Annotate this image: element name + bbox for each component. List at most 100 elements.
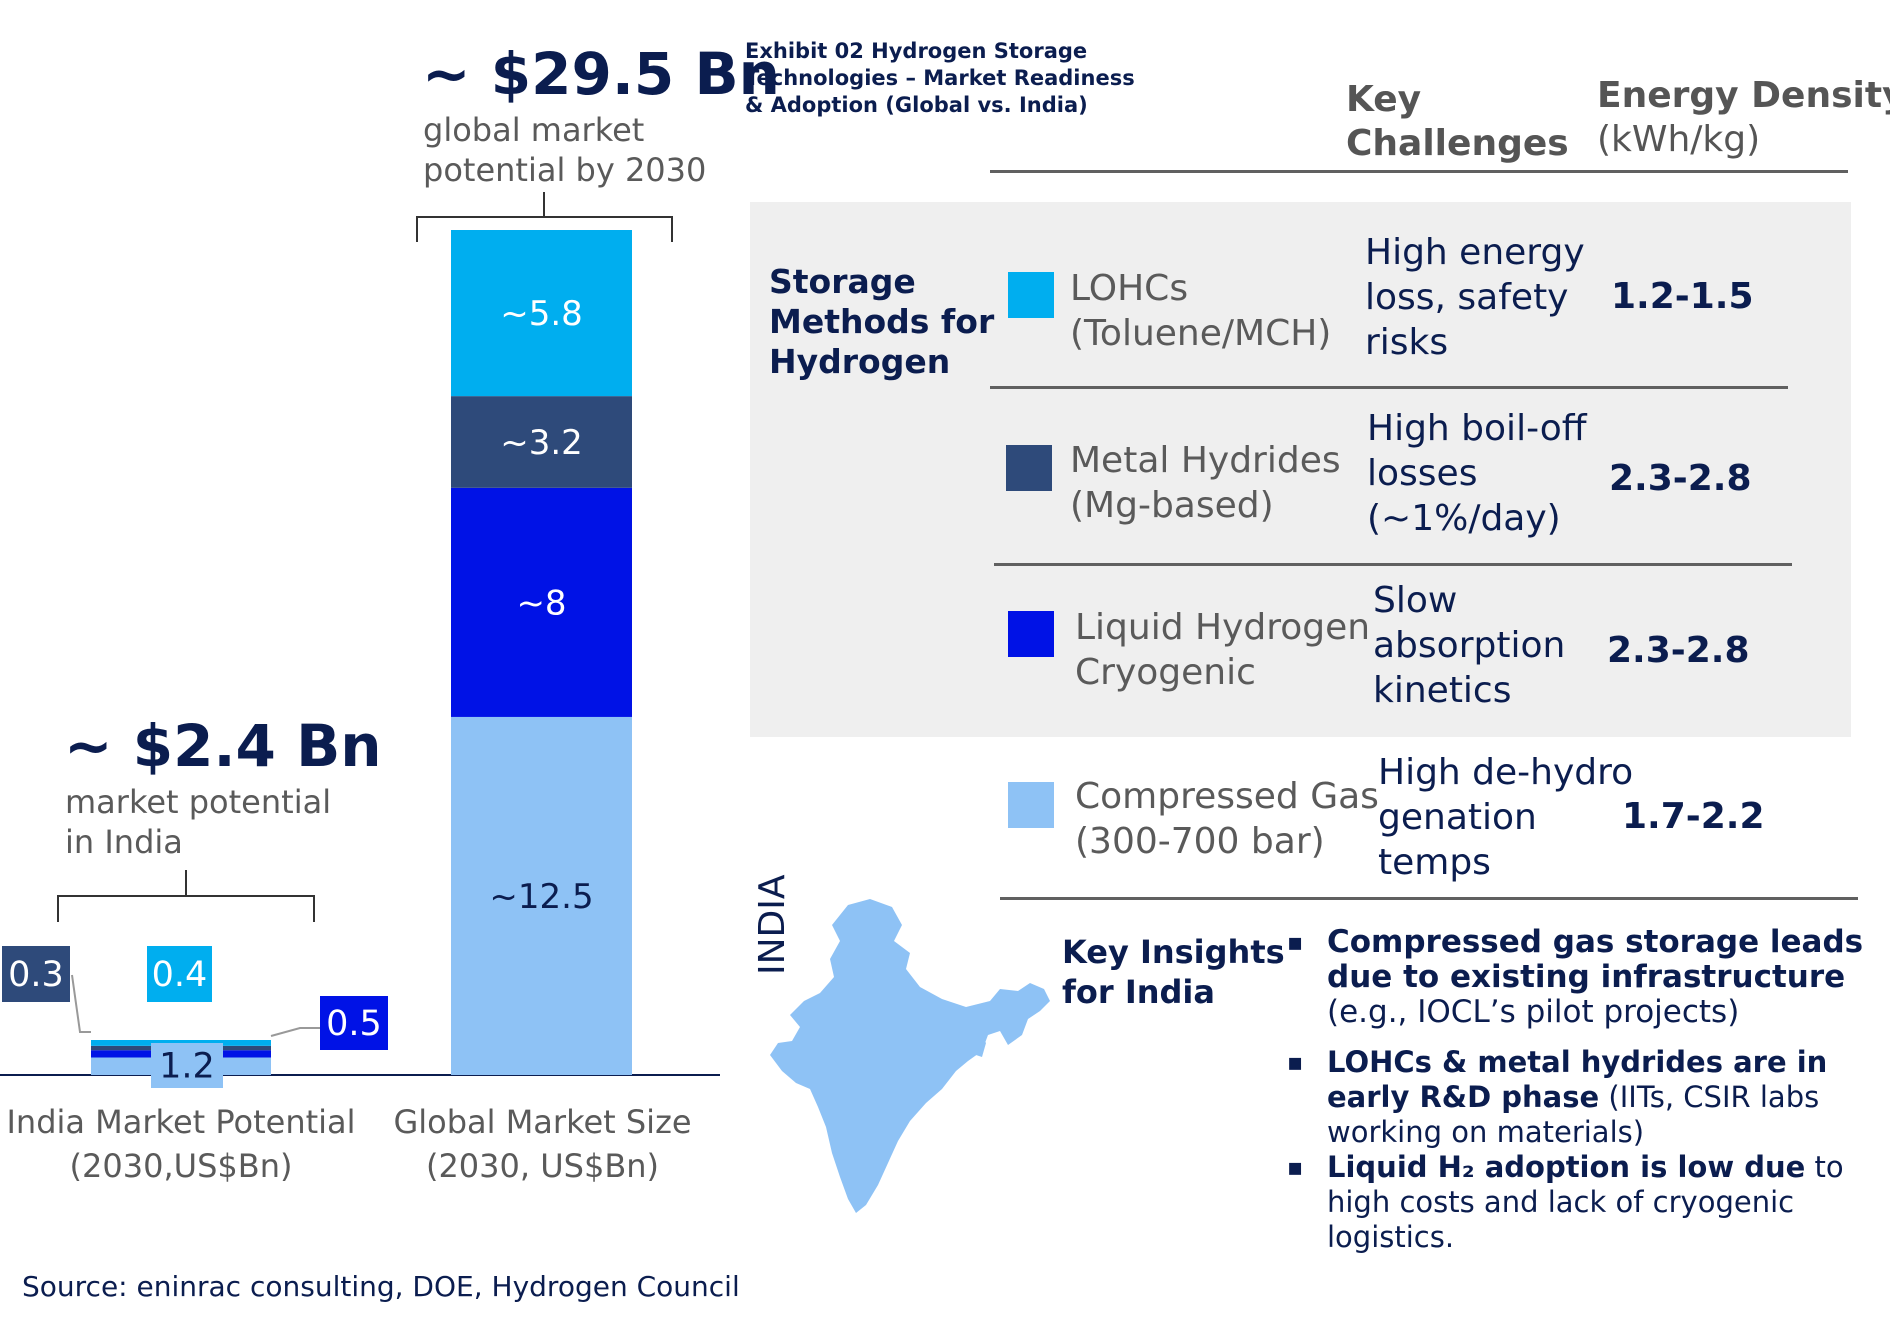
insight-1-bold: Compressed gas storage leads due to exis… [1327, 924, 1864, 995]
india-label-metal: 0.3 [8, 955, 64, 995]
india-label-liquid: 0.5 [326, 1004, 382, 1044]
lohc-detail: (Toluene/MCH) [1070, 313, 1332, 354]
row-divider-2 [994, 563, 1792, 566]
insight-3-rest: to high costs and lack of cryogenic logi… [1327, 1150, 1844, 1254]
india-axis-label: India Market Potential (2030,US$Bn) [0, 1100, 362, 1188]
liquid-challenge-line2: absorption [1373, 625, 1566, 666]
india-label-compressed-box [151, 1043, 223, 1088]
lohc-challenge-line1: High energy [1365, 232, 1585, 273]
row-compressed-density: 1.7-2.2 [1622, 796, 1765, 837]
lohc-name: LOHCs [1070, 268, 1189, 309]
row-liquid-method: Liquid Hydrogen Cryogenic [1075, 605, 1370, 695]
lohc-swatch [1008, 272, 1054, 318]
compressed-challenge-line2: genation [1378, 797, 1537, 838]
market-chart: ~12.5 ~8 ~3.2 ~5.8 1.2 0.4 0.3 0.5 [0, 192, 720, 1088]
global-bracket [416, 192, 673, 242]
header-density-line2: (kWh/kg) [1597, 119, 1761, 160]
global-subtitle-line1: global market [423, 111, 645, 149]
header-challenges-line2: Challenges [1346, 123, 1569, 164]
metal-name: Metal Hydrides [1070, 440, 1341, 481]
storage-methods-label: Storage Methods for Hydrogen [769, 262, 994, 382]
compressed-detail: (300-700 bar) [1075, 821, 1325, 862]
india-label-liquid-box [320, 996, 388, 1050]
india-subtitle: market potential in India [65, 782, 385, 862]
india-subtitle-line2: in India [65, 823, 183, 861]
storage-methods-panel [750, 202, 1851, 737]
global-subtitle-line2: potential by 2030 [423, 151, 707, 189]
compressed-gas-swatch [1008, 782, 1054, 828]
global-bar-segment [451, 716, 632, 1075]
insight-1-rest: (e.g., IOCL’s pilot projects) [1327, 994, 1740, 1030]
insights-label-line2: for India [1062, 973, 1215, 1011]
india-headline: ~ $2.4 Bn [64, 712, 382, 780]
liquid-detail: Cryogenic [1075, 652, 1256, 693]
metal-challenge-line2: losses [1367, 453, 1478, 494]
global-segment-label: ~12.5 [489, 877, 593, 917]
global-axis-label: Global Market Size (2030, US$Bn) [380, 1100, 705, 1188]
source-note: Source: eninrac consulting, DOE, Hydroge… [22, 1270, 740, 1303]
row-lohc-density: 1.2-1.5 [1611, 276, 1754, 317]
metal-challenge-line3: (~1%/day) [1367, 498, 1561, 539]
row-divider-1 [990, 386, 1788, 389]
row-liquid-challenge: Slow absorption kinetics [1373, 578, 1565, 713]
row-compressed-method: Compressed Gas (300-700 bar) [1075, 774, 1379, 864]
india-axis-line1: India Market Potential [6, 1103, 356, 1141]
row-liquid-density: 2.3-2.8 [1607, 630, 1750, 671]
lohc-challenge-line2: loss, safety [1365, 277, 1569, 318]
header-divider [990, 170, 1848, 173]
row-metal-density: 2.3-2.8 [1609, 458, 1752, 499]
india-subtitle-line1: market potential [65, 783, 332, 821]
insight-item: ▪ Liquid H₂ adoption is low due to high … [1287, 1150, 1867, 1255]
lohc-challenge-line3: risks [1365, 322, 1449, 363]
india-bracket [57, 870, 315, 922]
global-axis-line2: (2030, US$Bn) [425, 1147, 660, 1185]
global-headline: ~ $29.5 Bn [422, 40, 780, 108]
india-map [770, 899, 1050, 1213]
liquid-challenge-line1: Slow [1373, 580, 1458, 621]
global-axis-line1: Global Market Size [393, 1103, 692, 1141]
storage-label-line3: Hydrogen [769, 342, 951, 381]
row-metal-method: Metal Hydrides (Mg-based) [1070, 438, 1341, 528]
row-compressed-challenge: High de-hydro genation temps [1378, 750, 1633, 885]
bullet-icon: ▪ [1287, 1048, 1304, 1076]
india-bar-segment [91, 1040, 271, 1046]
india-label-lohc: 0.4 [152, 955, 208, 995]
compressed-challenge-line1: High de-hydro [1378, 752, 1634, 793]
compressed-name: Compressed Gas [1075, 776, 1379, 817]
global-segment-label: ~3.2 [500, 423, 583, 463]
global-bar-segment [451, 230, 632, 397]
row-lohc-challenge: High energy loss, safety risks [1365, 230, 1585, 365]
header-challenges-line1: Key [1346, 79, 1422, 120]
header-energy-density: Energy Density (kWh/kg) [1597, 74, 1890, 162]
global-segment-label: ~5.8 [500, 294, 583, 334]
row-divider-4 [1000, 897, 1858, 900]
liquid-hydrogen-swatch [1008, 611, 1054, 657]
metal-hydride-swatch [1006, 445, 1052, 491]
bullet-icon: ▪ [1287, 928, 1304, 956]
insight-item: ▪ Compressed gas storage leads due to ex… [1287, 924, 1867, 1030]
india-label-metal-box [2, 946, 70, 1002]
bullet-icon: ▪ [1287, 1153, 1304, 1181]
header-key-challenges: Key Challenges [1346, 78, 1569, 166]
india-label-compressed: 1.2 [159, 1047, 215, 1087]
insight-2-bold: LOHCs & metal hydrides are in early R&D … [1327, 1045, 1828, 1114]
metal-challenge-line1: High boil-off [1367, 408, 1587, 449]
liquid-name: Liquid Hydrogen [1075, 607, 1371, 648]
global-segment-label: ~8 [516, 583, 566, 623]
insight-3-bold: Liquid H₂ adoption is low due [1327, 1150, 1806, 1184]
india-label-lohc-box [147, 946, 212, 1002]
header-density-line1: Energy Density [1597, 75, 1890, 116]
india-leader-metal [71, 974, 91, 1033]
global-bar-segment [451, 487, 632, 717]
india-leader-liquid [270, 1027, 320, 1037]
insights-label-line1: Key Insights [1062, 933, 1285, 971]
exhibit-title: Exhibit 02 Hydrogen Storage Technologies… [745, 39, 1135, 117]
liquid-challenge-line3: kinetics [1373, 670, 1512, 711]
storage-label-line2: Methods for [769, 302, 995, 341]
row-metal-challenge: High boil-off losses (~1%/day) [1367, 406, 1587, 541]
global-bar-segment [451, 396, 632, 488]
key-insights-label: Key Insights for India [1062, 932, 1285, 1012]
india-axis-line2: (2030,US$Bn) [69, 1147, 293, 1185]
compressed-challenge-line3: temps [1378, 842, 1491, 883]
global-subtitle: global market potential by 2030 [423, 110, 753, 190]
